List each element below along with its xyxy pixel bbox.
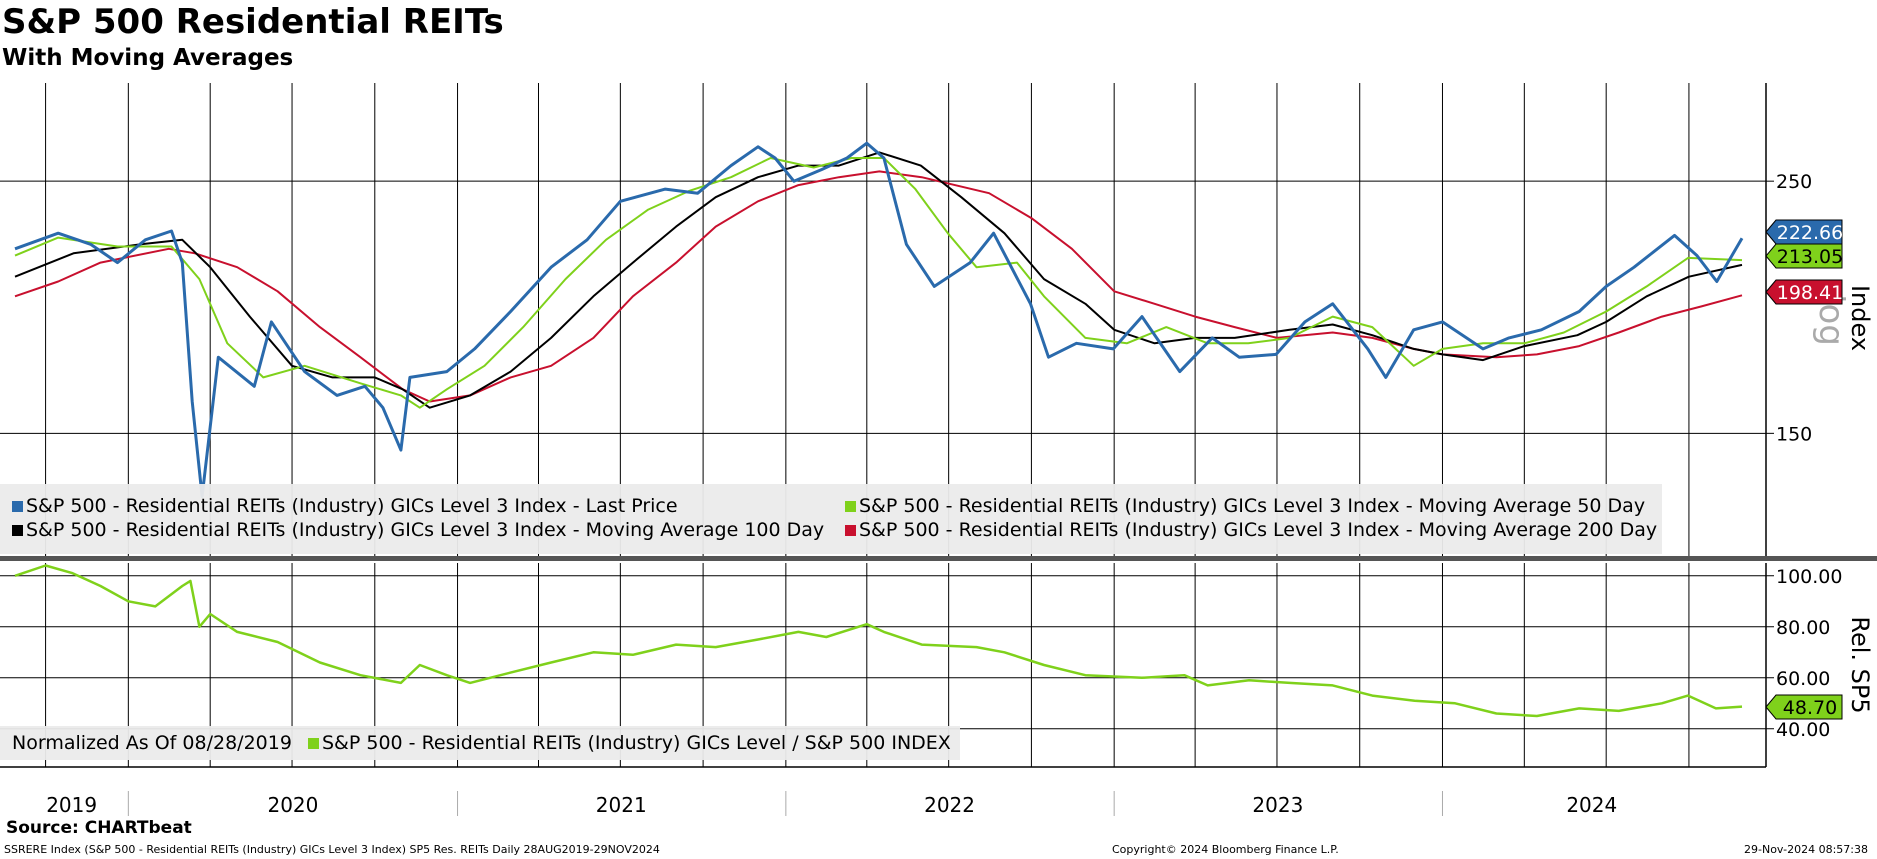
last-value-tag: 198.41 (1765, 279, 1843, 305)
legend-top: S&P 500 - Residential REITs (Industry) G… (0, 484, 1662, 554)
x-tick-label: 2022 (924, 793, 975, 817)
y-tick-label: 250 (1776, 171, 1812, 193)
last-value-tag-shape (1765, 219, 1843, 245)
footer-copyright: Copyright© 2024 Bloomberg Finance L.P. (1112, 843, 1339, 856)
legend-swatch (12, 525, 23, 536)
y-tick-label: 40.00 (1776, 719, 1830, 741)
legend-label: S&P 500 - Residential REITs (Industry) G… (859, 495, 1646, 517)
last-value-tag-label: 222.66 (1777, 222, 1843, 244)
y-tick-label: 150 (1776, 423, 1812, 445)
legend-entry-last-price: S&P 500 - Residential REITs (Industry) G… (12, 495, 678, 517)
legend-label: S&P 500 - Residential REITs (Industry) G… (322, 732, 951, 754)
chart-subtitle: With Moving Averages (2, 45, 294, 71)
y-tick-label: 60.00 (1776, 668, 1830, 690)
legend-label: S&P 500 - Residential REITs (Industry) G… (859, 519, 1658, 541)
normalized-note-text: Normalized As Of 08/28/2019 (12, 732, 292, 754)
x-tick-label: 2024 (1566, 793, 1617, 817)
x-tick-label: 2021 (596, 793, 647, 817)
last-value-tag: 222.66 (1765, 219, 1843, 245)
last-value-tag-shape (1765, 694, 1843, 720)
panel-divider (0, 556, 1877, 561)
legend-swatch (845, 501, 856, 512)
x-tick-label: 2020 (267, 793, 318, 817)
series-line (14, 157, 1743, 409)
legend-swatch (845, 525, 856, 536)
last-value-tag: 48.70 (1765, 694, 1843, 720)
y-axis-title: Index (1846, 285, 1874, 351)
last-value-tag-label: 198.41 (1777, 282, 1843, 304)
series-line (14, 151, 1743, 409)
y-tick-label: 80.00 (1776, 617, 1830, 639)
last-value-tag-label: 213.05 (1777, 246, 1843, 268)
chart-title: S&P 500 Residential REITs (2, 2, 504, 42)
footer-ticker-info: SSRERE Index (S&P 500 - Residential REIT… (4, 843, 660, 856)
footer-timestamp: 29-Nov-2024 08:57:38 (1744, 843, 1869, 856)
legend-label: S&P 500 - Residential REITs (Industry) G… (26, 495, 678, 517)
y-tick-label: 100.00 (1776, 566, 1842, 588)
legend-entry-ma200: S&P 500 - Residential REITs (Industry) G… (845, 519, 1657, 541)
legend-label: S&P 500 - Residential REITs (Industry) G… (26, 519, 825, 541)
last-value-tag-shape (1765, 243, 1843, 269)
y-axis-title: Rel. SP5 (1846, 616, 1874, 713)
series-line (14, 170, 1743, 403)
last-value-tag-label: 48.70 (1783, 697, 1837, 719)
legend-swatch (308, 738, 319, 749)
legend-entry-ma50: S&P 500 - Residential REITs (Industry) G… (845, 495, 1645, 517)
legend-bottom: Normalized As Of 08/28/2019 S&P 500 - Re… (0, 726, 960, 760)
legend-entry-ma100: S&P 500 - Residential REITs (Industry) G… (12, 519, 824, 541)
x-tick-label: 2019 (46, 793, 97, 817)
source-label: Source: CHARTbeat (6, 818, 192, 838)
normalized-note: Normalized As Of 08/28/2019 (12, 732, 292, 754)
last-value-tag: 213.05 (1765, 243, 1843, 269)
legend-swatch (12, 501, 23, 512)
last-value-tag-shape (1765, 279, 1843, 305)
series-line (14, 564, 1743, 718)
series-line (14, 141, 1744, 498)
legend-entry-relative: S&P 500 - Residential REITs (Industry) G… (308, 732, 951, 754)
x-tick-label: 2023 (1252, 793, 1303, 817)
